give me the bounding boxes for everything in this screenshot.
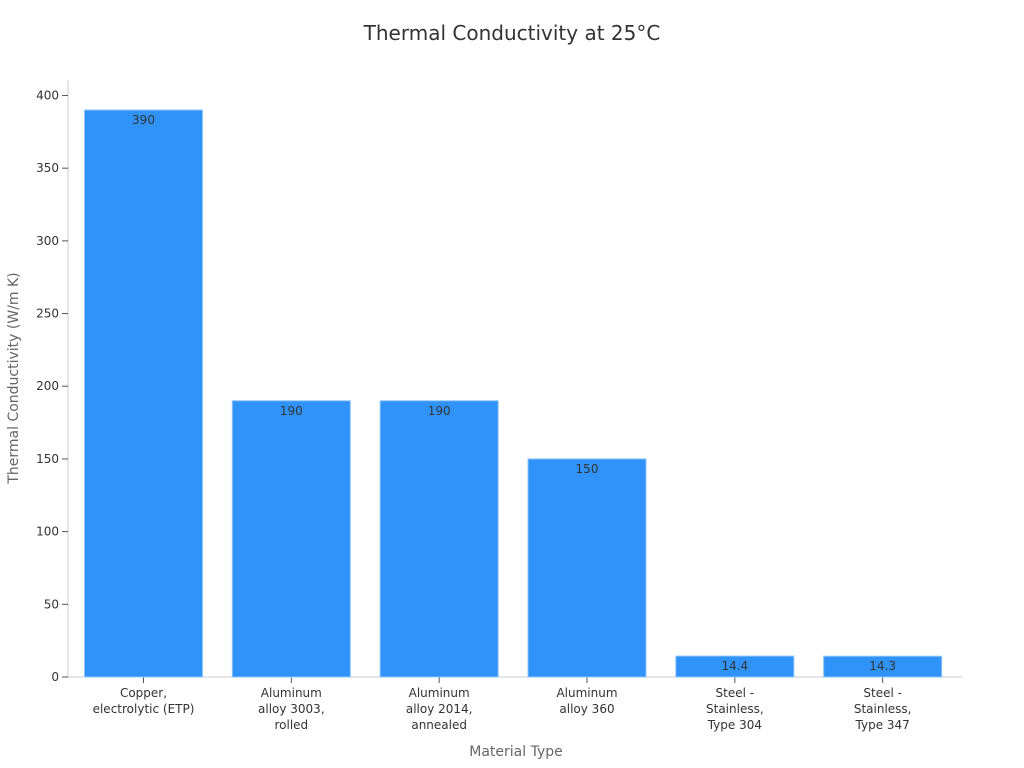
x-tick-label-line: Stainless, [706,702,764,716]
x-tick-label: Steel - Stainless, Type 347 [854,686,912,732]
y-tick-label: 0 [51,670,59,684]
y-tick-label: 150 [36,452,59,466]
data-label: 190 [428,404,451,418]
x-tick-label-line: Steel - [863,686,902,700]
x-tick-label-line: Type 347 [855,718,910,732]
y-tick-label: 200 [36,379,59,393]
y-tick-label: 300 [36,234,59,248]
bar [823,655,943,678]
y-tick-label: 350 [36,161,59,175]
bar [379,400,499,678]
x-tick-label-line: annealed [411,718,467,732]
x-tick-label-line: Steel - [716,686,755,700]
y-tick-label: 400 [36,88,59,102]
bar [675,655,795,678]
bar [231,400,351,678]
y-tick-label: 50 [44,597,59,611]
data-label: 390 [132,113,155,127]
x-tick-label-line: alloy 2014, [406,702,473,716]
x-tick-label-line: Aluminum [556,686,617,700]
data-label: 14.4 [721,659,748,673]
x-tick-label-line: Stainless, [854,702,912,716]
x-tick-label: Aluminum alloy 2014, annealed [406,686,473,732]
x-tick-label: Aluminum alloy 360 [556,686,617,716]
y-tick-label: 250 [36,307,59,321]
y-axis-title: Thermal Conductivity (W/m K) [6,272,22,484]
x-axis: Copper, electrolytic (ETP) Aluminum alloy 3… [68,676,963,732]
bar [527,458,647,678]
x-tick-label-line: alloy 3003, [258,702,325,716]
data-labels: 390 190 190 150 14.4 14.3 [132,113,896,673]
bar [84,109,203,678]
x-tick-label-line: electrolytic (ETP) [93,702,195,716]
y-tick-label: 100 [36,525,59,539]
data-label: 150 [576,462,599,476]
x-tick-label-line: alloy 360 [559,702,614,716]
y-axis: 0 50 100 150 200 250 300 350 400 [36,80,69,684]
x-tick-label-line: Aluminum [409,686,470,700]
x-tick-label: Steel - Stainless, Type 304 [706,686,764,732]
x-tick-label-line: Copper, [120,686,167,700]
chart-title: Thermal Conductivity at 25°C [363,21,661,45]
x-tick-label-line: Aluminum [261,686,322,700]
x-tick-label-line: rolled [274,718,308,732]
data-label: 190 [280,404,303,418]
bars [84,109,943,678]
data-label: 14.3 [869,659,896,673]
x-tick-label: Copper, electrolytic (ETP) [93,686,195,716]
x-axis-title: Material Type [469,744,562,760]
x-tick-label-line: Type 304 [707,718,762,732]
x-tick-label: Aluminum alloy 3003, rolled [258,686,325,732]
